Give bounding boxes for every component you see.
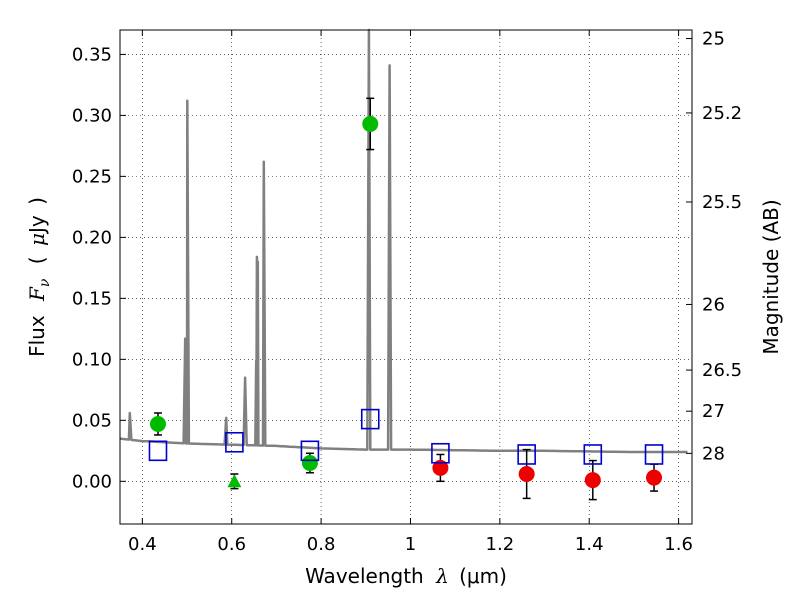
x-tick-label: 1 bbox=[405, 534, 416, 555]
photometry-points bbox=[148, 97, 664, 501]
x-tick-label: 1.2 bbox=[486, 534, 515, 555]
y2-tick-label: 25 bbox=[702, 29, 725, 50]
y-tick-label: 0.05 bbox=[72, 410, 112, 431]
y2-tick-label: 25.2 bbox=[702, 103, 742, 124]
y-tick-label: 0.10 bbox=[72, 349, 112, 370]
y2-tick-label: 26.5 bbox=[702, 360, 742, 381]
model-spectrum bbox=[119, 28, 688, 454]
y-tick-label: 0.00 bbox=[72, 471, 112, 492]
model-flux-square bbox=[583, 444, 603, 465]
model-flux-square bbox=[300, 440, 320, 462]
x-tick-label: 0.6 bbox=[217, 534, 246, 555]
data-point-green bbox=[362, 115, 379, 132]
x-tick-label: 0.8 bbox=[307, 534, 336, 555]
model-flux-square bbox=[225, 431, 244, 453]
model-flux-square bbox=[148, 440, 168, 462]
model-flux-square bbox=[431, 442, 450, 464]
y-axis-label: Flux Fν ( μJy ) bbox=[25, 197, 54, 357]
data-point-red bbox=[432, 459, 449, 476]
model-flux-square bbox=[644, 444, 664, 465]
y2-tick-label: 25.5 bbox=[702, 192, 742, 213]
model-flux-square bbox=[517, 444, 536, 465]
model-flux-square bbox=[360, 408, 380, 430]
y2-axis-label: Magnitude (AB) bbox=[759, 199, 783, 354]
y-tick-label: 0.20 bbox=[72, 227, 112, 248]
x-tick-label: 1.4 bbox=[575, 534, 604, 555]
axis-ticks: 0.4 0.6 0.8 1 1.2 1.4 1.6 0.00 0.05 0.10 0.15 0.20 0… bbox=[72, 29, 742, 555]
y-tick-label: 0.25 bbox=[72, 166, 112, 187]
data-point-red bbox=[584, 472, 601, 489]
y2-tick-label: 26 bbox=[702, 294, 725, 315]
x-tick-label: 1.6 bbox=[664, 534, 693, 555]
y2-tick-label: 27 bbox=[702, 401, 725, 422]
data-point-green bbox=[149, 415, 166, 432]
y-tick-label: 0.35 bbox=[72, 44, 112, 65]
upper-limit-triangle bbox=[227, 474, 242, 488]
data-point-green bbox=[301, 455, 318, 472]
y-tick-label: 0.30 bbox=[72, 105, 112, 126]
y-tick-label: 0.15 bbox=[72, 288, 112, 309]
model-spectrum-line bbox=[119, 28, 688, 454]
plot-frame bbox=[119, 29, 693, 525]
x-tick-label: 0.4 bbox=[128, 534, 157, 555]
data-point-red bbox=[518, 465, 535, 482]
data-point-red bbox=[646, 469, 663, 486]
x-axis-label: Wavelength λ (μm) bbox=[305, 564, 507, 588]
y2-tick-label: 28 bbox=[702, 443, 725, 464]
